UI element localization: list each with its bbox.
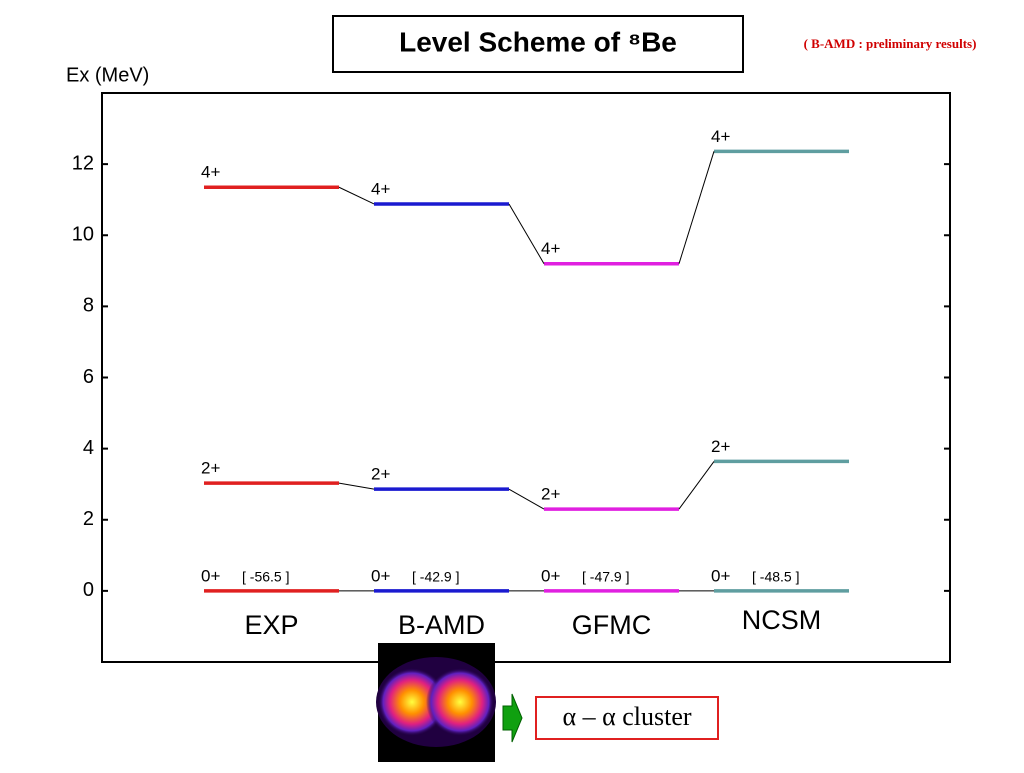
level-label: 2+ bbox=[541, 485, 560, 504]
y-tick-label: 2 bbox=[83, 508, 94, 530]
x-tick-label: EXP bbox=[244, 610, 298, 640]
connector bbox=[678, 151, 715, 264]
connector bbox=[508, 488, 545, 510]
annotation: α – α cluster bbox=[562, 702, 691, 731]
level-label: 4+ bbox=[371, 179, 390, 198]
plot-frame bbox=[101, 92, 951, 663]
x-tick-label: B-AMD bbox=[398, 610, 485, 640]
level-label: 4+ bbox=[541, 239, 560, 258]
connector bbox=[338, 482, 375, 490]
x-tick-label: NCSM bbox=[742, 605, 822, 635]
title-box bbox=[332, 15, 744, 73]
level-label: 0+ bbox=[201, 566, 220, 585]
y-tick-label: 10 bbox=[72, 224, 94, 246]
level-label: 2+ bbox=[711, 437, 730, 456]
chart-title: Level Scheme of ⁸Be bbox=[399, 26, 677, 57]
ground-energy: [ -42.9 ] bbox=[412, 569, 459, 585]
y-tick-label: 4 bbox=[83, 437, 94, 459]
ground-energy: [ -48.5 ] bbox=[752, 569, 799, 585]
x-tick-label: GFMC bbox=[572, 610, 651, 640]
y-tick-label: 8 bbox=[83, 295, 94, 317]
level-label: 4+ bbox=[201, 163, 220, 182]
y-axis-label: Ex (MeV) bbox=[66, 64, 149, 86]
arrow bbox=[502, 693, 523, 743]
connector bbox=[338, 186, 375, 205]
subtitle: ( B-AMD : preliminary results) bbox=[804, 36, 977, 51]
cluster-image bbox=[376, 643, 496, 762]
annotation-box bbox=[535, 696, 719, 740]
level-label: 0+ bbox=[711, 566, 730, 585]
connector bbox=[678, 461, 715, 510]
y-tick-label: 12 bbox=[72, 152, 94, 174]
ground-energy: [ -56.5 ] bbox=[242, 569, 289, 585]
level-label: 0+ bbox=[371, 566, 390, 585]
level-label: 2+ bbox=[201, 459, 220, 478]
ground-energy: [ -47.9 ] bbox=[582, 569, 629, 585]
level-label: 2+ bbox=[371, 465, 390, 484]
level-label: 4+ bbox=[711, 127, 730, 146]
level-label: 0+ bbox=[541, 566, 560, 585]
y-tick-label: 6 bbox=[83, 366, 94, 388]
y-tick-label: 0 bbox=[83, 579, 94, 601]
connector bbox=[508, 203, 545, 264]
